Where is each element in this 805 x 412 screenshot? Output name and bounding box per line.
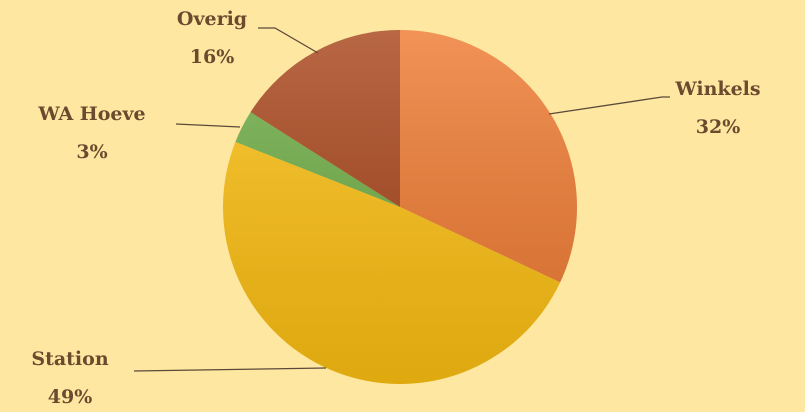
slice-label: Winkels	[674, 78, 760, 100]
slice-value-label: 16%	[190, 46, 235, 68]
leader-line	[258, 27, 319, 54]
leader-line	[133, 367, 327, 372]
slice-value-label: 3%	[76, 141, 107, 163]
pie	[223, 30, 577, 384]
slice-label: WA Hoeve	[37, 103, 145, 125]
slice-label: Station	[31, 348, 108, 370]
leader-line	[175, 123, 241, 128]
slice-value-label: 32%	[696, 116, 741, 138]
slice-value-label: 49%	[48, 386, 93, 408]
leader-line	[548, 96, 670, 115]
slice-label: Overig	[177, 8, 247, 30]
